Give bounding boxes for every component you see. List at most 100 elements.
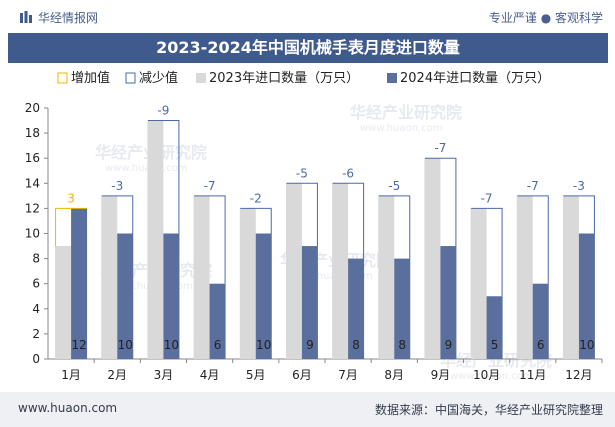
legend-label-3: 2023年进口数量（万只） xyxy=(209,71,359,86)
bar-2023 xyxy=(193,195,210,359)
change-value-label: -5 xyxy=(296,166,308,180)
bar-2024 xyxy=(486,296,503,359)
x-tick-label: 10月 xyxy=(473,368,500,382)
y-tick-label: 14 xyxy=(25,176,40,190)
decrease-bracket xyxy=(471,207,503,297)
change-value-label: -3 xyxy=(573,179,585,193)
decrease-bracket xyxy=(517,195,549,284)
legend-swatch-1 xyxy=(57,72,68,84)
legend-swatch-2 xyxy=(125,72,136,84)
chart-area: 华经产业研究院www.huaon.com华经产业研究院www.huaon.com… xyxy=(25,70,603,382)
change-value-label: -6 xyxy=(342,166,354,180)
decrease-bracket xyxy=(194,195,226,284)
bar-2023 xyxy=(101,195,118,359)
bar-2024-value-label: 9 xyxy=(445,338,453,352)
decrease-bracket xyxy=(563,195,595,234)
x-tick-label: 4月 xyxy=(200,368,220,382)
bar-2024 xyxy=(440,246,457,359)
bar-2023 xyxy=(285,183,302,359)
bar-2024 xyxy=(117,233,134,359)
y-tick-label: 8 xyxy=(32,252,40,266)
watermark-url: www.huaon.com xyxy=(290,271,373,282)
brand-name: 华经情报网 xyxy=(38,11,99,25)
tagline: 专业严谨 ● 客观科学 xyxy=(488,11,603,25)
change-value-label: -7 xyxy=(204,179,216,193)
change-value-label: -7 xyxy=(434,141,446,155)
bar-2024-value-label: 8 xyxy=(398,338,406,352)
legend-swatch-4 xyxy=(387,73,397,83)
legend-label-4: 2024年进口数量（万只） xyxy=(400,71,550,86)
footer-source: 数据来源：中国海关，华经产业研究院整理 xyxy=(374,403,603,417)
bar-2023 xyxy=(516,195,533,359)
bar-2024-value-label: 10 xyxy=(579,338,594,352)
x-tick-label: 9月 xyxy=(431,368,451,382)
bar-2023 xyxy=(424,158,441,359)
watermark-url: www.huaon.com xyxy=(105,163,188,174)
change-value-label: 3 xyxy=(67,191,75,205)
change-value-label: -2 xyxy=(250,191,262,205)
bar-2024 xyxy=(255,233,272,359)
bar-2023 xyxy=(562,195,579,359)
x-tick-label: 1月 xyxy=(61,368,81,382)
bar-2024-value-label: 12 xyxy=(71,338,86,352)
bar-2024-value-label: 10 xyxy=(164,338,179,352)
x-tick-label: 12月 xyxy=(565,368,592,382)
y-tick-label: 16 xyxy=(25,151,40,165)
x-tick-label: 8月 xyxy=(384,368,404,382)
x-tick-label: 11月 xyxy=(519,368,546,382)
logo-icon xyxy=(20,11,32,23)
bar-2024 xyxy=(532,283,549,359)
footer-website[interactable]: www.huaon.com xyxy=(18,401,118,415)
legend-label-2: 减少值 xyxy=(139,70,178,86)
bar-2024 xyxy=(578,233,595,359)
bar-2023 xyxy=(239,208,256,359)
y-tick-label: 4 xyxy=(32,302,40,316)
y-tick-label: 18 xyxy=(25,126,40,140)
decrease-bracket xyxy=(147,120,180,234)
bar-2023 xyxy=(470,208,487,359)
footer: www.huaon.com 数据来源：中国海关，华经产业研究院整理 xyxy=(0,392,615,427)
y-tick-label: 0 xyxy=(32,352,40,366)
y-tick-label: 12 xyxy=(25,201,40,215)
y-tick-label: 6 xyxy=(32,277,40,291)
bar-2023 xyxy=(147,120,164,359)
bar-2024-value-label: 6 xyxy=(214,338,222,352)
y-tick-label: 20 xyxy=(25,101,40,115)
legend-swatch-3 xyxy=(196,73,206,83)
x-tick-label: 7月 xyxy=(338,368,358,382)
bar-2024-value-label: 10 xyxy=(118,338,133,352)
change-value-label: -7 xyxy=(527,179,539,193)
y-tick-label: 10 xyxy=(25,227,40,241)
change-value-label: -9 xyxy=(157,104,169,118)
decrease-bracket xyxy=(286,182,318,247)
bar-2024-value-label: 6 xyxy=(537,338,545,352)
bar-2024-value-label: 9 xyxy=(306,338,314,352)
decrease-bracket xyxy=(332,182,365,259)
decrease-bracket xyxy=(424,157,457,247)
bar-2024-value-label: 5 xyxy=(491,338,499,352)
x-tick-label: 5月 xyxy=(246,368,266,382)
bar-2024-value-label: 10 xyxy=(256,338,271,352)
top-bar: 华经情报网 专业严谨 ● 客观科学 xyxy=(0,0,615,33)
chart-title: 2023-2024年中国机械手表月度进口数量 xyxy=(8,33,608,63)
decrease-bracket xyxy=(378,195,411,259)
decrease-bracket xyxy=(101,195,134,234)
y-tick-label: 2 xyxy=(32,327,40,341)
bar-2023 xyxy=(378,195,395,359)
bar-2024 xyxy=(209,283,226,359)
bar-2024 xyxy=(71,208,88,359)
change-value-label: -7 xyxy=(481,191,493,205)
change-value-label: -5 xyxy=(388,179,400,193)
legend-label-1: 增加值 xyxy=(71,70,110,86)
watermark-url: www.huaon.com xyxy=(450,371,533,382)
watermark-url: www.huaon.com xyxy=(360,123,443,134)
watermark-text: 华经产业研究院 xyxy=(350,103,462,122)
bar-2024-value-label: 8 xyxy=(352,338,360,352)
x-tick-label: 3月 xyxy=(154,368,174,382)
change-value-label: -3 xyxy=(111,179,123,193)
bar-2023 xyxy=(332,183,349,359)
bar-2024 xyxy=(394,258,411,359)
increase-bracket xyxy=(55,207,87,247)
bar-2024 xyxy=(348,258,365,359)
x-tick-label: 2月 xyxy=(107,368,127,382)
